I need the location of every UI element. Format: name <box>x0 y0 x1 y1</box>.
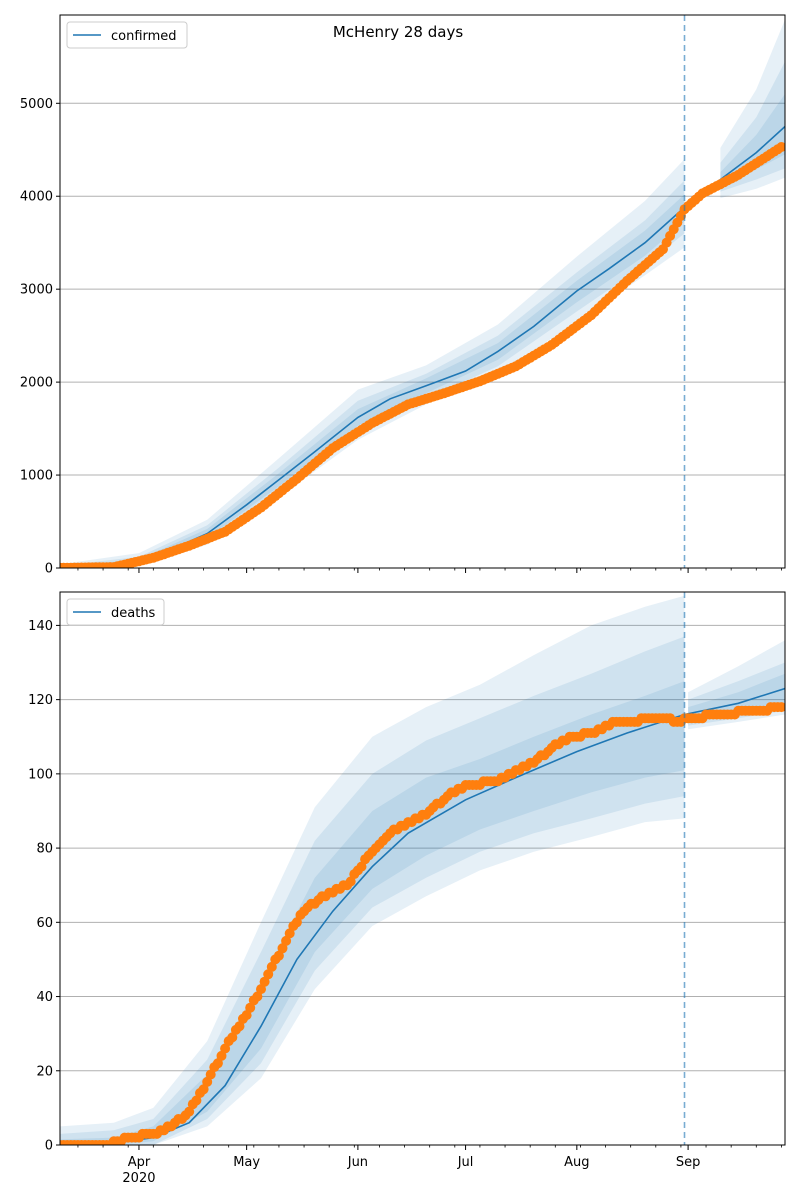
legend: confirmed <box>66 21 188 49</box>
y-tick-label: 80 <box>36 842 53 857</box>
observed-point <box>277 943 288 954</box>
observed-points <box>60 142 785 568</box>
gridlines <box>60 102 785 476</box>
observed-point <box>266 961 277 972</box>
y-axis: 0 1000 2000 3000 4000 5000 <box>20 97 60 577</box>
observed-point <box>216 1050 227 1061</box>
observed-point <box>273 950 284 961</box>
plot-area <box>60 595 785 1145</box>
observed-points <box>60 702 785 1145</box>
observed-point <box>205 1069 216 1080</box>
y-tick-label: 5000 <box>20 97 53 112</box>
y-axis: 0 20 40 60 80 100 120 140 <box>28 619 60 1154</box>
y-tick-label: 60 <box>36 916 53 931</box>
x-tick-label: Jul <box>457 1155 474 1170</box>
confirmed-panel: 0 1000 2000 3000 4000 5000 confirmed <box>20 14 786 577</box>
deaths-model-line <box>60 687 785 1145</box>
y-tick-label: 1000 <box>20 469 53 484</box>
y-tick-label: 4000 <box>20 190 53 205</box>
y-tick-label: 100 <box>28 767 53 782</box>
observed-point <box>252 991 263 1002</box>
observed-point <box>220 1043 231 1054</box>
observed-point <box>776 702 785 713</box>
observed-point <box>281 935 292 946</box>
y-tick-label: 20 <box>36 1064 53 1079</box>
observed-point <box>345 876 356 887</box>
observed-point <box>234 1021 245 1032</box>
chart-title: McHenry 28 days <box>333 23 463 41</box>
observed-point <box>191 1095 202 1106</box>
x-tick-label: Aug <box>564 1155 589 1170</box>
observed-point <box>776 142 785 152</box>
observed-point <box>284 928 295 939</box>
legend-label: deaths <box>111 606 156 621</box>
observed-point <box>227 1032 238 1043</box>
y-tick-label: 120 <box>28 693 53 708</box>
uncertainty-band-middle-fit <box>60 180 685 568</box>
legend-label: confirmed <box>111 29 177 44</box>
observed-point <box>245 1002 256 1013</box>
y-tick-label: 2000 <box>20 376 53 391</box>
legend: deaths <box>66 598 165 626</box>
observed-point <box>184 1106 195 1117</box>
plot-frame <box>59 14 786 569</box>
x-tick-label: Jun <box>347 1155 368 1170</box>
observed-point <box>198 1084 209 1095</box>
observed-point <box>291 917 302 928</box>
y-tick-label: 3000 <box>20 283 53 298</box>
observed-point <box>263 969 274 980</box>
observed-point <box>259 976 270 987</box>
x-tick-sublabel: 2020 <box>122 1171 155 1186</box>
gridlines <box>60 624 785 1072</box>
observed-point <box>212 1058 223 1069</box>
uncertainty-band-outer-fit <box>60 159 685 568</box>
uncertainty-band-outer-fit <box>60 595 685 1145</box>
plot-frame <box>59 591 786 1146</box>
y-tick-label: 0 <box>45 1139 53 1154</box>
x-tick-label: May <box>233 1155 260 1170</box>
y-tick-label: 0 <box>45 562 53 577</box>
y-tick-label: 140 <box>28 619 53 634</box>
uncertainty-band-inner-fit <box>60 681 685 1145</box>
x-tick-label: Sep <box>676 1155 701 1170</box>
legend-box <box>66 598 165 626</box>
uncertainty-band-middle-fit <box>60 636 685 1145</box>
x-tick-label: Apr <box>128 1155 151 1170</box>
y-tick-label: 40 <box>36 990 53 1005</box>
x-axis <box>77 568 782 573</box>
plot-area <box>60 19 785 568</box>
observed-point <box>256 984 266 995</box>
uncertainty-band-inner-forecast <box>720 94 785 186</box>
observed-point <box>356 861 367 872</box>
observed-point <box>241 1010 252 1021</box>
observed-point <box>202 1076 213 1087</box>
legend-box <box>66 21 188 49</box>
